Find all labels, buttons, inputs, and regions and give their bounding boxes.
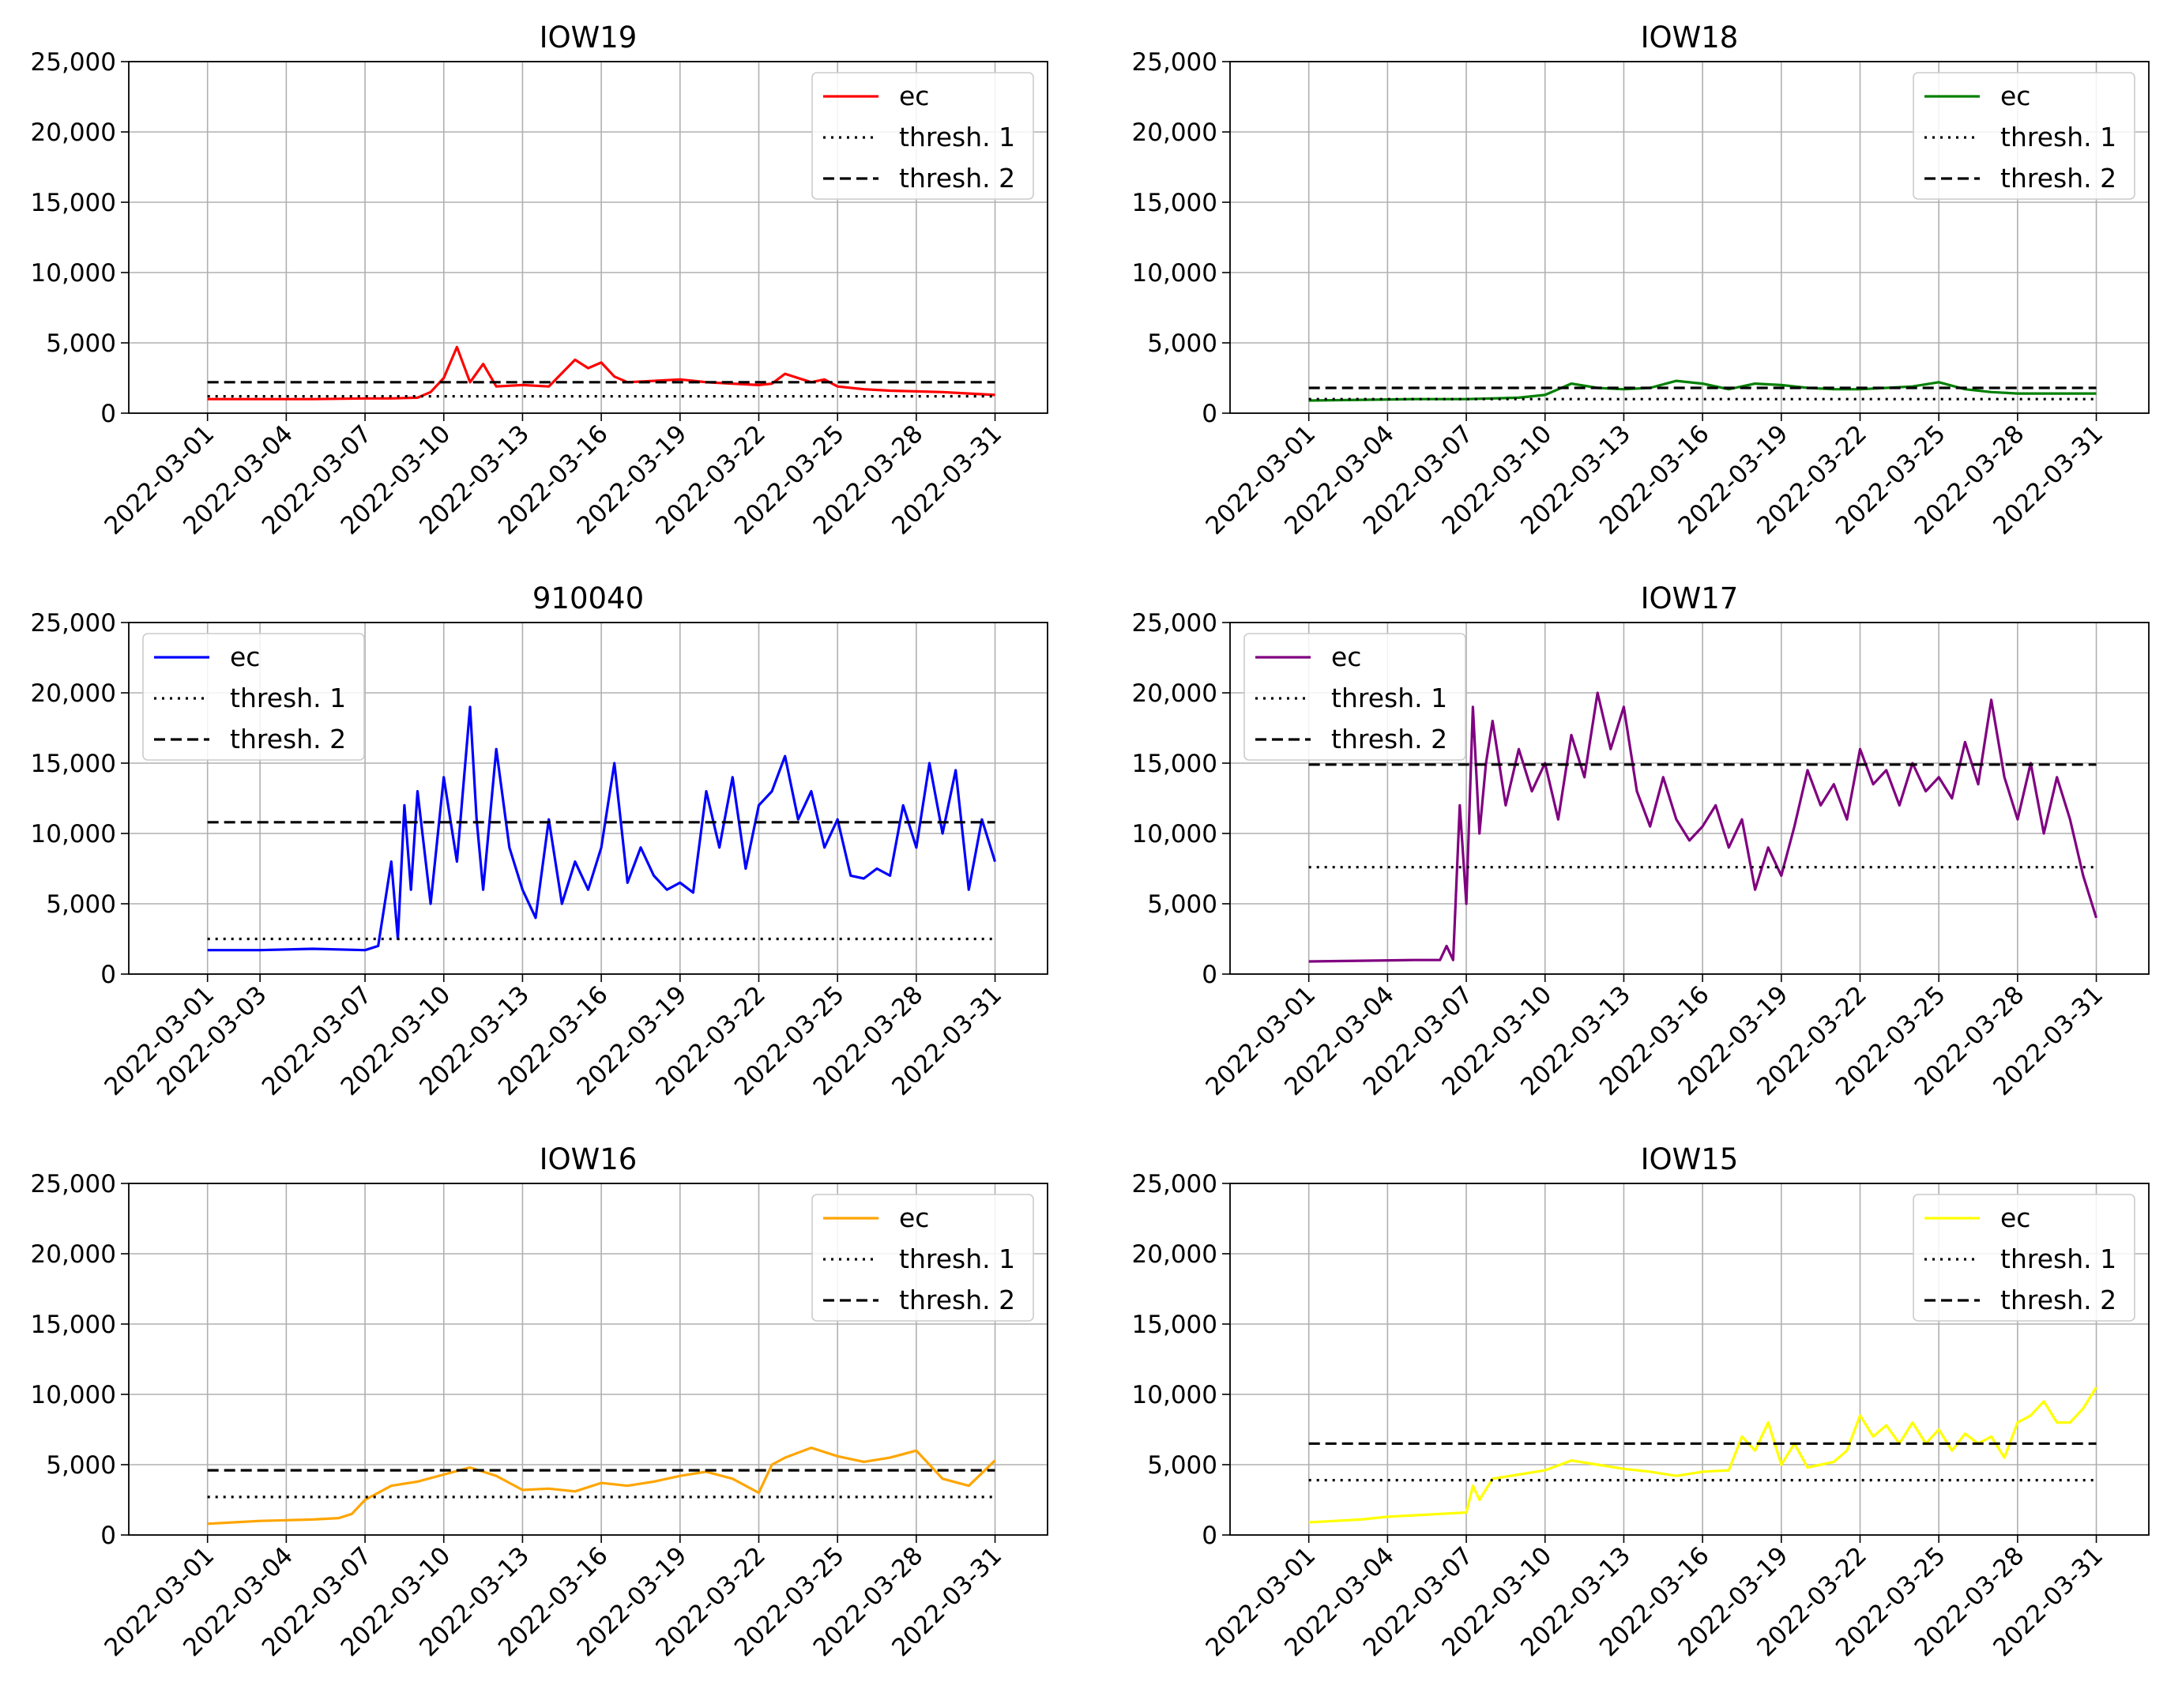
y-tick-label: 0 bbox=[1202, 400, 1217, 428]
y-tick-label: 20,000 bbox=[1132, 119, 1217, 147]
chart-panel: 91004005,00010,00015,00020,00025,0002022… bbox=[31, 581, 1048, 1101]
y-tick-label: 5,000 bbox=[1147, 890, 1217, 919]
y-tick-label: 20,000 bbox=[31, 679, 116, 708]
legend-label: thresh. 2 bbox=[899, 1285, 1015, 1315]
legend-box bbox=[811, 72, 1034, 200]
chart-title: IOW15 bbox=[1641, 1142, 1739, 1176]
chart-panel: IOW1605,00010,00015,00020,00025,0002022-… bbox=[31, 1142, 1048, 1662]
legend-label: ec bbox=[899, 81, 929, 111]
plot-frame bbox=[128, 1183, 1048, 1536]
y-tick-label: 15,000 bbox=[31, 189, 116, 217]
y-tick-label: 0 bbox=[100, 400, 116, 428]
y-tick-label: 5,000 bbox=[46, 890, 116, 919]
legend-label: thresh. 1 bbox=[1331, 683, 1447, 713]
legend-label: thresh. 2 bbox=[230, 724, 346, 754]
legend-box bbox=[142, 633, 365, 761]
legend: ec thresh. 1 thresh. 2 bbox=[142, 633, 365, 761]
series-line-ec bbox=[207, 705, 997, 952]
y-tick-label: 5,000 bbox=[46, 329, 116, 358]
legend-label: thresh. 2 bbox=[2000, 163, 2116, 194]
y-tick-label: 10,000 bbox=[1132, 259, 1217, 288]
chart-title: IOW17 bbox=[1641, 581, 1739, 615]
plot-frame bbox=[1229, 1183, 2150, 1536]
legend-label: thresh. 1 bbox=[899, 122, 1015, 152]
legend-label: ec bbox=[230, 641, 260, 672]
y-tick-label: 15,000 bbox=[1132, 1311, 1217, 1339]
chart-panel: IOW1905,00010,00015,00020,00025,0002022-… bbox=[31, 21, 1048, 540]
y-tick-label: 25,000 bbox=[31, 1170, 116, 1198]
legend-label: thresh. 2 bbox=[2000, 1285, 2116, 1315]
y-tick-label: 20,000 bbox=[31, 119, 116, 147]
plot-frame bbox=[128, 61, 1048, 414]
y-tick-label: 20,000 bbox=[31, 1240, 116, 1269]
y-tick-label: 15,000 bbox=[1132, 189, 1217, 217]
y-tick-label: 20,000 bbox=[1132, 1240, 1217, 1269]
y-tick-label: 5,000 bbox=[1147, 1451, 1217, 1480]
legend-label: thresh. 1 bbox=[899, 1243, 1015, 1274]
legend-label: thresh. 1 bbox=[2000, 1243, 2116, 1274]
plot-frame bbox=[1229, 622, 2150, 975]
y-tick-label: 5,000 bbox=[46, 1451, 116, 1480]
y-tick-label: 25,000 bbox=[1132, 609, 1217, 638]
legend-label: thresh. 1 bbox=[2000, 122, 2116, 152]
legend-label: thresh. 1 bbox=[230, 683, 346, 713]
legend: ec thresh. 1 thresh. 2 bbox=[1243, 633, 1466, 761]
legend: ec thresh. 1 thresh. 2 bbox=[811, 72, 1034, 200]
plot-frame bbox=[1229, 61, 2150, 414]
y-tick-label: 10,000 bbox=[31, 820, 116, 848]
legend-label: ec bbox=[2000, 1202, 2030, 1233]
y-tick-label: 0 bbox=[1202, 961, 1217, 989]
legend: ec thresh. 1 thresh. 2 bbox=[1913, 1194, 2135, 1322]
legend-label: ec bbox=[2000, 81, 2030, 111]
y-tick-label: 25,000 bbox=[1132, 48, 1217, 77]
y-tick-label: 15,000 bbox=[31, 750, 116, 778]
chart-title: IOW16 bbox=[540, 1142, 638, 1176]
chart-panel: IOW1505,00010,00015,00020,00025,0002022-… bbox=[1132, 1142, 2150, 1662]
legend-box bbox=[1243, 633, 1466, 761]
chart-panel: IOW1805,00010,00015,00020,00025,0002022-… bbox=[1132, 21, 2150, 540]
chart-title: IOW19 bbox=[540, 21, 638, 55]
series-line-ec bbox=[1308, 379, 2097, 402]
y-tick-label: 10,000 bbox=[31, 259, 116, 288]
series-line-ec bbox=[1308, 691, 2098, 963]
series-line-ec bbox=[1308, 1386, 2097, 1524]
series-line-ec bbox=[207, 345, 995, 401]
y-tick-label: 15,000 bbox=[31, 1311, 116, 1339]
legend-box bbox=[1913, 72, 2135, 200]
y-tick-label: 15,000 bbox=[1132, 750, 1217, 778]
y-tick-label: 0 bbox=[100, 1522, 116, 1550]
chart-title: IOW18 bbox=[1641, 21, 1739, 55]
y-tick-label: 25,000 bbox=[31, 48, 116, 77]
y-tick-label: 20,000 bbox=[1132, 679, 1217, 708]
y-tick-label: 10,000 bbox=[1132, 1381, 1217, 1409]
legend: ec thresh. 1 thresh. 2 bbox=[811, 1194, 1034, 1322]
legend-box bbox=[811, 1194, 1034, 1322]
y-tick-label: 0 bbox=[1202, 1522, 1217, 1550]
plot-frame bbox=[128, 622, 1048, 975]
y-tick-label: 0 bbox=[100, 961, 116, 989]
y-tick-label: 10,000 bbox=[1132, 820, 1217, 848]
legend-label: ec bbox=[1331, 641, 1361, 672]
y-tick-label: 25,000 bbox=[1132, 1170, 1217, 1198]
legend-label: ec bbox=[899, 1202, 929, 1233]
y-tick-label: 5,000 bbox=[1147, 329, 1217, 358]
series-line-ec bbox=[207, 1446, 996, 1526]
legend: ec thresh. 1 thresh. 2 bbox=[1913, 72, 2135, 200]
y-tick-label: 25,000 bbox=[31, 609, 116, 638]
y-tick-label: 10,000 bbox=[31, 1381, 116, 1409]
chart-panel: IOW1705,00010,00015,00020,00025,0002022-… bbox=[1132, 581, 2150, 1101]
legend-label: thresh. 2 bbox=[899, 163, 1015, 194]
legend-label: thresh. 2 bbox=[1331, 724, 1447, 754]
chart-title: 910040 bbox=[532, 581, 644, 615]
legend-box bbox=[1913, 1194, 2135, 1322]
